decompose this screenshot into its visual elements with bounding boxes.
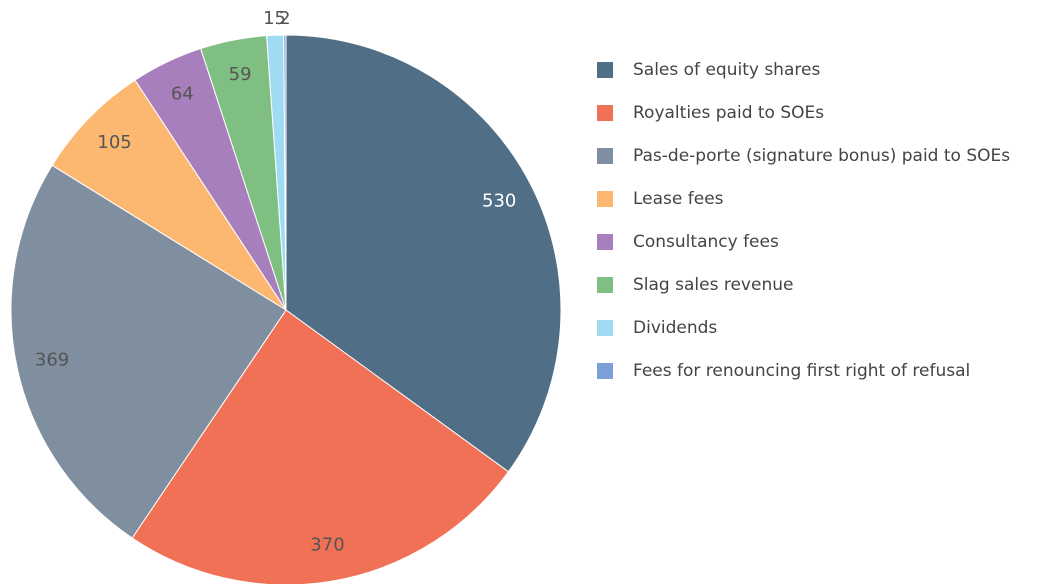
pie-slice [10, 164, 287, 539]
legend-label: Sales of equity shares [633, 60, 820, 80]
pie-slice [131, 309, 510, 584]
data-label: 64 [171, 83, 194, 104]
legend-label: Pas-de-porte (signature bonus) paid to S… [633, 146, 1010, 166]
data-label: 369 [35, 349, 69, 370]
pie-slice [283, 34, 287, 311]
legend-label: Royalties paid to SOEs [633, 103, 824, 123]
legend-swatch [597, 277, 613, 293]
legend-swatch [597, 234, 613, 250]
legend-swatch [597, 191, 613, 207]
data-label: 105 [97, 132, 131, 153]
data-label: 59 [229, 64, 252, 85]
data-label: 370 [310, 535, 344, 556]
data-label: 15 [263, 8, 286, 29]
legend-label: Dividends [633, 318, 717, 338]
legend-swatch [597, 363, 613, 379]
legend-label: Consultancy fees [633, 232, 779, 252]
legend-label: Fees for renouncing first right of refus… [633, 361, 970, 381]
data-label: 2 [279, 8, 290, 29]
legend-swatch [597, 62, 613, 78]
legend-swatch [597, 105, 613, 121]
legend-label: Lease fees [633, 189, 724, 209]
legend-swatch [597, 320, 613, 336]
legend-swatch [597, 148, 613, 164]
data-label: 530 [482, 190, 516, 211]
pie-slice [51, 79, 287, 311]
legend-label: Slag sales revenue [633, 275, 793, 295]
pie-slice [285, 34, 562, 473]
